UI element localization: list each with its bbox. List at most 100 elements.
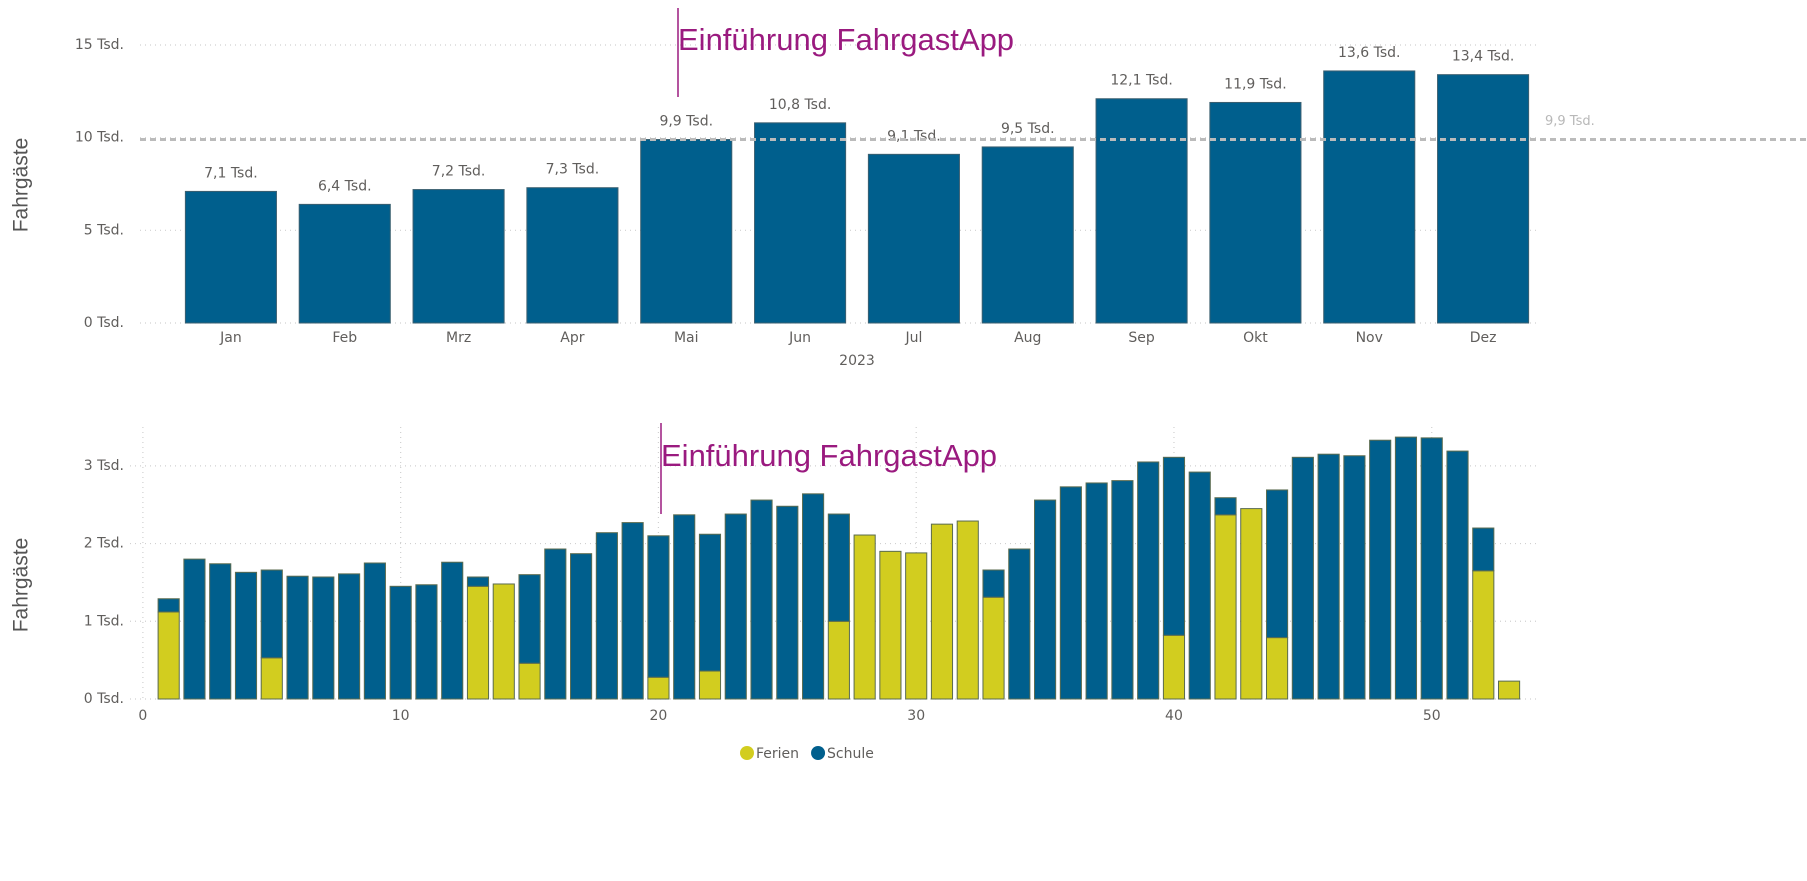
y-tick-label: 2 Tsd. [84, 536, 124, 552]
bar-segment [1214, 514, 1237, 700]
bar-segment [209, 563, 232, 700]
bar-segment [286, 575, 309, 700]
x-tick-label: 50 [1423, 708, 1441, 724]
bar-segment [544, 548, 567, 700]
bar [526, 187, 619, 324]
y-axis-title: Fahrgäste [10, 538, 33, 633]
x-tick-label: 0 [138, 708, 147, 724]
bar-segment [157, 611, 180, 700]
bar-segment [827, 513, 850, 622]
x-tick-label: Feb [332, 330, 357, 346]
x-tick-label: Aug [1014, 330, 1041, 346]
data-label: 11,9 Tsd. [1224, 76, 1287, 92]
bar-segment [389, 585, 412, 700]
bar-segment [1188, 471, 1211, 700]
bar-segment [1369, 439, 1392, 700]
bar-segment [673, 514, 696, 700]
bar-segment [621, 522, 644, 700]
bar-segment [466, 576, 490, 587]
bar-segment [1394, 436, 1418, 700]
reference-label: 9,9 Tsd. [1545, 114, 1595, 129]
bar-segment [1008, 548, 1031, 700]
data-label: 9,1 Tsd. [887, 128, 941, 144]
x-tick-label: Jan [219, 330, 242, 346]
x-tick-label: Jun [788, 330, 811, 346]
x-tick-label: Sep [1128, 330, 1155, 346]
data-label: 7,3 Tsd. [546, 162, 600, 178]
x-tick-label: 40 [1165, 708, 1183, 724]
bar-segment [1472, 570, 1495, 700]
annotation: Einführung FahrgastApp [661, 438, 997, 473]
bar-segment [1034, 499, 1057, 700]
bar-segment [1343, 455, 1366, 700]
bar-segment [1472, 527, 1495, 572]
bar-segment [157, 598, 180, 613]
bar-segment [1162, 634, 1186, 700]
bar-segment [982, 569, 1005, 598]
legend-label: Ferien [756, 746, 799, 762]
bar-segment [956, 520, 979, 700]
x-tick-label: 30 [907, 708, 925, 724]
y-tick-label: 0 Tsd. [84, 691, 124, 707]
bar-segment [1137, 461, 1160, 700]
bar-segment [853, 534, 876, 700]
bar-segment [1085, 482, 1108, 700]
bar-segment [595, 532, 618, 700]
bar-segment [260, 657, 283, 700]
bar-segment [1317, 453, 1340, 700]
bar [1437, 74, 1530, 324]
data-label: 13,4 Tsd. [1452, 49, 1515, 65]
bar-segment [441, 561, 464, 700]
bar-segment [827, 620, 850, 700]
bar-segment [802, 493, 825, 700]
bar [1209, 101, 1302, 324]
data-label: 7,1 Tsd. [204, 165, 258, 181]
bar-segment [260, 569, 283, 659]
bar-segment [363, 562, 386, 700]
bar-segment [1420, 437, 1443, 700]
bar-segment [518, 574, 541, 664]
bar-segment [1291, 456, 1314, 700]
bar-segment [415, 584, 438, 700]
data-label: 13,6 Tsd. [1338, 45, 1401, 61]
bar [298, 203, 391, 324]
bar-segment [466, 585, 490, 700]
bar-segment [698, 533, 722, 672]
bar-segment [234, 571, 258, 700]
data-label: 6,4 Tsd. [318, 178, 372, 194]
y-tick-label: 0 Tsd. [84, 315, 124, 331]
bar-segment [776, 505, 799, 700]
bar-segment [1446, 450, 1469, 700]
bar-segment [183, 558, 206, 700]
bar-segment [1214, 497, 1237, 516]
bar [754, 122, 847, 324]
bar [981, 146, 1074, 324]
x-tick-label: Okt [1243, 330, 1268, 346]
data-label: 9,9 Tsd. [659, 114, 713, 130]
legend-swatch [811, 746, 826, 760]
bar-segment [930, 523, 954, 700]
data-label: 12,1 Tsd. [1110, 73, 1173, 89]
bar-segment [1266, 637, 1289, 700]
bar-segment [647, 535, 670, 678]
bar-segment [312, 576, 335, 700]
x-tick-label: Mrz [446, 330, 471, 346]
bar-segment [698, 670, 722, 700]
y-tick-label: 10 Tsd. [75, 130, 124, 146]
bar-segment [1059, 486, 1082, 700]
bar-segment [1111, 480, 1134, 700]
x-tick-label: 20 [650, 708, 668, 724]
legend-swatch [740, 746, 754, 760]
x-tick-label: Mai [674, 330, 699, 346]
x-tick-label: Dez [1470, 330, 1497, 346]
x-tick-label: Apr [560, 330, 584, 346]
bar-segment [982, 596, 1005, 700]
bar [184, 190, 277, 324]
x-axis-title: 2023 [839, 353, 875, 369]
x-tick-label: 10 [392, 708, 410, 724]
x-tick-label: Nov [1356, 330, 1383, 346]
bar-segment [338, 573, 361, 700]
bar-segment [1266, 489, 1289, 639]
data-label: 10,8 Tsd. [769, 97, 832, 113]
bar [1323, 70, 1416, 324]
